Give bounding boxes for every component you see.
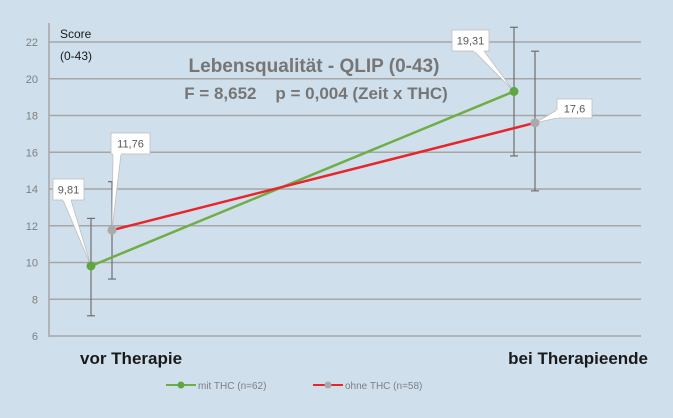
data-labels: 9,81 19,31 11,76 17,6 [52, 29, 593, 267]
series-lines [90, 90, 536, 268]
callout-pointer [62, 199, 92, 267]
callout-pointer [473, 50, 515, 92]
chart-subtitle: F = 8,652 p = 0,004 (Zeit x THC) [184, 84, 448, 103]
series-line [111, 121, 536, 232]
y-tick-label: 20 [26, 74, 38, 86]
y-tick-label: 22 [26, 37, 38, 49]
y-axis-label-line1: Score [60, 27, 92, 41]
legend-marker-mit-thc [177, 381, 185, 389]
y-axis-ticks: 6 8 10 12 14 16 18 20 22 [26, 37, 38, 343]
chart-title: Lebensqualität - QLIP (0-43) [189, 56, 440, 77]
callout-pointer [111, 153, 122, 231]
callout-box [556, 98, 593, 119]
callout-box [451, 29, 490, 52]
data-label-callout: 19,31 [451, 29, 515, 92]
y-tick-label: 10 [26, 258, 38, 270]
data-point[interactable] [107, 225, 117, 235]
data-point[interactable] [86, 261, 96, 271]
data-markers [86, 86, 540, 271]
data-label-text: 17,6 [564, 104, 585, 116]
y-tick-label: 18 [26, 111, 38, 123]
data-label-callout: 11,76 [110, 132, 151, 231]
data-label-text: 19,31 [457, 36, 485, 48]
y-tick-label: 8 [32, 294, 38, 306]
data-label-text: 9,81 [58, 185, 79, 197]
category-label-vor-therapie: vor Therapie [80, 349, 182, 368]
legend: mit THC (n=62) ohne THC (n=58) [166, 381, 422, 392]
data-label-text: 11,76 [117, 139, 144, 151]
legend-label-mit-thc: mit THC (n=62) [198, 381, 266, 392]
y-tick-label: 6 [32, 331, 38, 343]
category-label-bei-therapieende: bei Therapieende [508, 349, 648, 368]
legend-marker-ohne-thc [324, 381, 332, 389]
legend-item-ohne-thc[interactable]: ohne THC (n=58) [313, 381, 422, 392]
data-label-callout: 9,81 [52, 178, 92, 267]
y-tick-label: 12 [26, 221, 38, 233]
legend-item-mit-thc[interactable]: mit THC (n=62) [166, 381, 266, 392]
legend-label-ohne-thc: ohne THC (n=58) [345, 381, 422, 392]
y-tick-label: 14 [26, 184, 38, 196]
y-tick-label: 16 [26, 147, 38, 159]
series-line [90, 90, 515, 268]
data-point[interactable] [509, 86, 519, 96]
callout-box [110, 132, 151, 155]
data-point[interactable] [530, 118, 540, 128]
y-axis-label-line2: (0-43) [60, 49, 92, 63]
data-label-callout: 17,6 [534, 98, 593, 124]
